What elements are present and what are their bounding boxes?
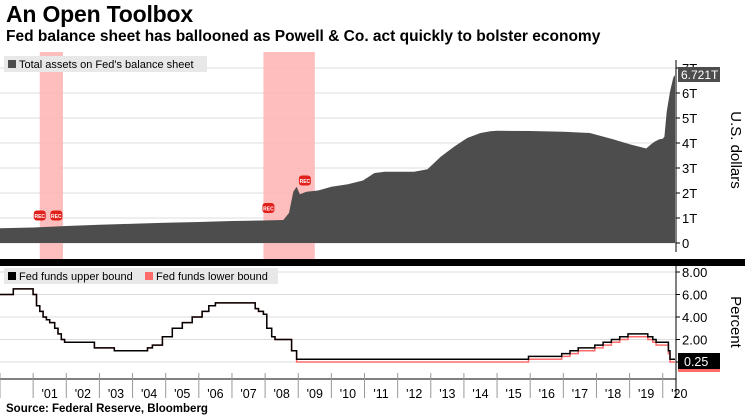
x-tick-label-15: '16 <box>539 387 555 401</box>
x-tick-label-2: '03 <box>108 387 124 401</box>
recession-marker-label-2: REC <box>263 207 274 213</box>
bottom-y-axis: 2.00 4.00 6.00 8.00 <box>675 265 707 398</box>
fed-funds-panel: 2.00 4.00 6.00 8.00 Fed funds upper bound F… <box>0 265 744 398</box>
rate-value-label: 0.25 <box>684 355 708 369</box>
bottom-y-axis-label: Percent <box>727 296 744 349</box>
recession-markers: REC REC REC REC <box>33 175 311 221</box>
bottom-ytick-label-1: 2.00 <box>682 333 707 348</box>
x-tick-label-11: '12 <box>406 387 422 401</box>
x-tick-label-3: '04 <box>141 387 157 401</box>
assets-area <box>0 75 675 243</box>
chart-title: An Open Toolbox <box>6 1 193 27</box>
last-value-box <box>678 67 720 82</box>
top-ytick-label-3: 3T <box>682 161 697 176</box>
x-tick-label-5: '06 <box>207 387 223 401</box>
recession-marker-3 <box>298 175 311 186</box>
x-tick-label-13: '14 <box>472 387 488 401</box>
recession-band-0 <box>39 52 63 259</box>
bottom-last-value: 0.25 <box>678 353 720 372</box>
lower-legend-label: Fed funds lower bound <box>156 271 268 283</box>
x-tick-label-9: '10 <box>340 387 356 401</box>
top-legend: Total assets on Fed's balance sheet <box>4 56 207 72</box>
x-tick-label-12: '13 <box>439 387 455 401</box>
last-value-label: 6.721T <box>681 68 719 82</box>
top-last-value: 6.721T <box>678 67 720 82</box>
top-ytick-label-5: 5T <box>682 111 697 126</box>
recession-marker-label-3: REC <box>300 179 311 185</box>
top-legend-swatch <box>8 60 16 68</box>
upper-bound-line <box>0 288 675 360</box>
source-note: Source: Federal Reserve, Bloomberg <box>6 403 208 415</box>
x-tick-label-7: '08 <box>274 387 290 401</box>
top-ytick-label-1: 1T <box>682 211 697 226</box>
top-ytick-label-0: 0 <box>682 236 689 251</box>
x-tick-label-14: '15 <box>505 387 521 401</box>
top-ytick-label-6: 6T <box>682 86 697 101</box>
top-legend-label: Total assets on Fed's balance sheet <box>19 59 194 71</box>
recession-marker-2 <box>262 203 275 213</box>
upper-legend-label: Fed funds upper bound <box>19 271 133 283</box>
bottom-ytick-label-2: 4.00 <box>682 310 707 325</box>
x-tick-label-10: '11 <box>373 387 388 401</box>
top-ytick-label-2: 2T <box>682 186 697 201</box>
panel-divider <box>0 259 745 266</box>
x-tick-label-0: '01 <box>42 387 58 401</box>
x-tick-label-8: '09 <box>307 387 323 401</box>
rate-value-box <box>678 353 720 369</box>
recession-marker-1 <box>50 210 63 221</box>
recession-marker-label-1: REC <box>51 214 62 220</box>
top-legend-box <box>4 56 207 72</box>
top-y-axis: 01T2T3T4T5T6T7T <box>675 60 697 252</box>
x-tick-label-1: '02 <box>75 387 91 401</box>
x-tick-label-4: '05 <box>174 387 190 401</box>
chart-subtitle: Fed balance sheet has ballooned as Powel… <box>6 28 601 45</box>
x-axis: '01 '02 '03 '04 '05 '06 '07 '08 '09 '10 '11 '12 '13 '… <box>0 373 688 401</box>
recession-marker-label-0: REC <box>34 214 45 220</box>
bottom-legend: Fed funds upper bound Fed funds lower bo… <box>4 268 278 284</box>
x-tick-label-16: '17 <box>572 387 588 401</box>
top-y-axis-label: U.S. dollars <box>727 111 744 189</box>
upper-legend-swatch <box>8 272 16 280</box>
lower-legend-swatch <box>145 272 153 280</box>
bottom-ytick-label-4: 8.00 <box>682 265 707 280</box>
recession-marker-0 <box>33 210 46 221</box>
top-ytick-label-4: 4T <box>682 136 697 151</box>
rate-value-underline <box>678 369 720 372</box>
x-tick-label-18: '19 <box>638 387 654 401</box>
bottom-legend-box <box>4 268 278 284</box>
bottom-plot-background <box>0 266 676 398</box>
x-tick-label-6: '07 <box>240 387 256 401</box>
x-tick-label-19: '20 <box>671 387 687 401</box>
x-tick-label-17: '18 <box>605 387 621 401</box>
bottom-ytick-label-3: 6.00 <box>682 288 707 303</box>
